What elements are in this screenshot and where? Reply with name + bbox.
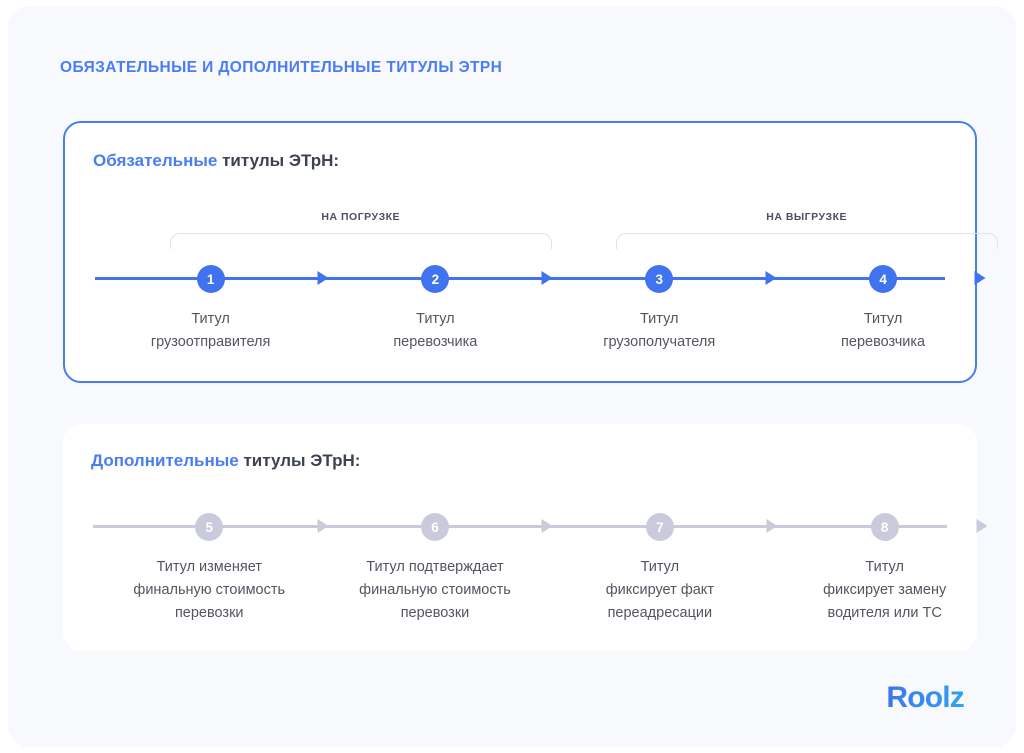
arrowhead-2 <box>541 519 553 533</box>
node-label-7: Титул фиксирует факт переадресации <box>605 559 714 621</box>
arrowhead-2 <box>541 271 553 285</box>
mandatory-titles-card: Обязательные титулы ЭТрН: НА ПОГРУЗКЕ НА … <box>63 121 998 383</box>
additional-card-heading: Дополнительные титулы ЭТрН: <box>91 451 360 471</box>
group-bracket-1 <box>169 233 552 249</box>
arrowhead-3 <box>766 519 778 533</box>
arrowhead-4 <box>974 271 986 285</box>
infographic-frame: ОБЯЗАТЕЛЬНЫЕ И ДОПОЛНИТЕЛЬНЫЕ ТИТУЛЫ ЭТР… <box>8 6 1016 747</box>
arrowhead-4 <box>976 519 988 533</box>
arrowhead-1 <box>317 271 329 285</box>
additional-titles-card: Дополнительные титулы ЭТрН: 5 6 7 8 Титул и… <box>63 424 988 651</box>
node-label-1: Титул грузоотправителя <box>150 311 271 350</box>
node-label-4: Титул перевозчика <box>841 311 926 350</box>
mandatory-timeline: 1 2 3 4 <box>65 264 986 294</box>
node-label-5: Титул изменяет финальную стоимость перев… <box>133 559 286 621</box>
mandatory-heading-accent: Обязательные <box>93 151 218 170</box>
timeline-node-8[interactable]: 8 <box>870 513 899 541</box>
additional-timeline: 5 6 7 8 <box>63 512 988 542</box>
mandatory-timeline-track <box>95 277 945 280</box>
additional-heading-accent: Дополнительные <box>91 451 239 470</box>
timeline-node-1[interactable]: 1 <box>196 265 225 293</box>
node-label-3: Титул грузополучателя <box>603 311 716 350</box>
arrowhead-1 <box>317 519 329 533</box>
timeline-node-5[interactable]: 5 <box>195 513 224 541</box>
additional-timeline-track <box>93 525 947 528</box>
group-label-1: НА ПОГРУЗКЕ <box>321 211 401 223</box>
group-bracket-2 <box>615 233 998 249</box>
mandatory-heading-rest: титулы ЭТрН: <box>217 151 340 170</box>
mandatory-card-heading: Обязательные титулы ЭТрН: <box>93 151 339 171</box>
node-label-6: Титул подтверждает финальную стоимость п… <box>359 559 511 621</box>
group-label-2: НА ВЫГРУЗКЕ <box>766 211 848 223</box>
node-label-2: Титул перевозчика <box>393 311 478 350</box>
roolz-logo: Roolz <box>886 681 964 714</box>
timeline-node-2[interactable]: 2 <box>421 265 450 293</box>
timeline-node-4[interactable]: 4 <box>869 265 898 293</box>
page-title: ОБЯЗАТЕЛЬНЫЕ И ДОПОЛНИТЕЛЬНЫЕ ТИТУЛЫ ЭТР… <box>60 59 503 76</box>
additional-heading-rest: титулы ЭТрН: <box>238 451 361 470</box>
timeline-node-7[interactable]: 7 <box>645 513 674 541</box>
timeline-node-3[interactable]: 3 <box>645 265 674 293</box>
arrowhead-3 <box>765 271 777 285</box>
timeline-node-6[interactable]: 6 <box>420 513 449 541</box>
node-label-8: Титул фиксирует замену водителя или ТС <box>823 559 947 621</box>
